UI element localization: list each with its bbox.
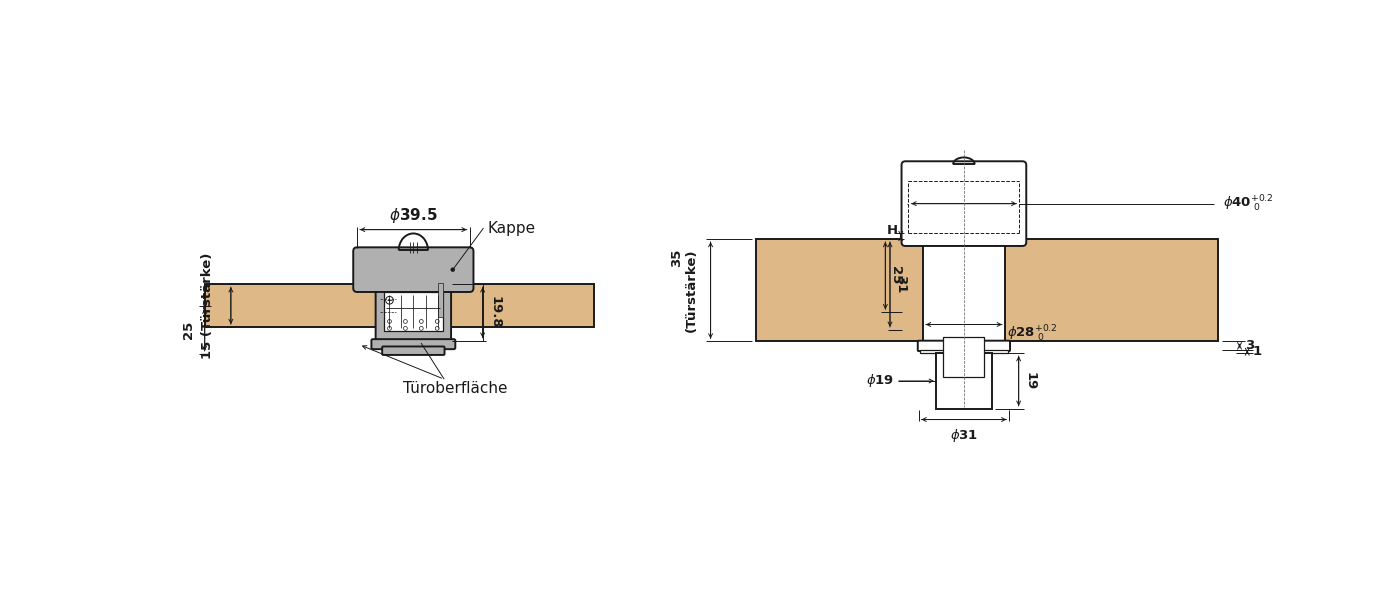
Bar (923, 239, 1005, 342)
Text: $\phi$28$^{+0.2}_{\ 0}$: $\phi$28$^{+0.2}_{\ 0}$ (1007, 324, 1057, 344)
Circle shape (385, 296, 393, 304)
Text: 19.8: 19.8 (489, 296, 501, 329)
Text: 25: 25 (182, 320, 196, 339)
FancyBboxPatch shape (353, 247, 473, 292)
Circle shape (388, 320, 392, 323)
Circle shape (403, 320, 407, 323)
Circle shape (451, 268, 454, 271)
FancyBboxPatch shape (375, 283, 451, 344)
Circle shape (435, 320, 440, 323)
Text: 25: 25 (889, 267, 902, 285)
Text: 35
(Türstärke): 35 (Türstärke) (671, 248, 699, 332)
Bar (756, 239, 1218, 342)
Text: Kappe: Kappe (487, 221, 535, 235)
FancyBboxPatch shape (918, 340, 1009, 351)
Text: H: H (886, 224, 897, 237)
FancyBboxPatch shape (371, 339, 455, 349)
Bar (944, 337, 984, 377)
Bar (384, 292, 442, 332)
Text: $\phi$31: $\phi$31 (949, 427, 979, 444)
Text: 3: 3 (1245, 339, 1254, 352)
Text: 15 (Türstärke): 15 (Türstärke) (202, 253, 214, 359)
FancyBboxPatch shape (902, 161, 1026, 246)
Bar (438, 283, 442, 317)
Circle shape (420, 320, 423, 323)
Circle shape (420, 326, 423, 330)
Text: 1: 1 (1253, 345, 1261, 358)
Circle shape (403, 326, 407, 330)
Text: $\phi$39.5: $\phi$39.5 (389, 206, 438, 225)
Text: 31: 31 (893, 275, 907, 294)
Bar (920, 350, 1008, 353)
Circle shape (435, 326, 440, 330)
Text: 19: 19 (1023, 372, 1037, 390)
FancyBboxPatch shape (382, 346, 445, 355)
Bar (206, 284, 595, 327)
Text: $\phi$40$^{+0.2}_{\ 0}$: $\phi$40$^{+0.2}_{\ 0}$ (1222, 194, 1273, 214)
Bar (937, 353, 991, 409)
Text: $\phi$19: $\phi$19 (865, 372, 893, 389)
Circle shape (388, 326, 392, 330)
Text: Türoberfläche: Türoberfläche (403, 381, 508, 396)
